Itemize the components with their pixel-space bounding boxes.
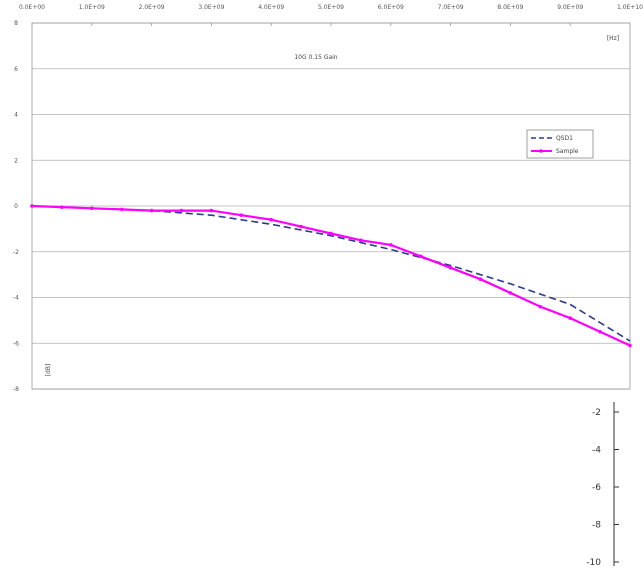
y-unit-label: [dB] [45,364,52,377]
series-point-sample [448,265,453,270]
x-tick-label: 4.0E+09 [258,4,284,11]
series-line-sample [31,204,631,347]
y-tick-label: -4 [13,295,19,302]
series-point-sample [538,304,543,309]
series-point-sample [478,277,483,282]
series-point-sample [60,205,64,209]
y-tick-label: -6 [13,340,19,347]
series-point-sample [30,204,34,208]
secondary-y-tick-label: -8 [592,521,601,531]
series-point-sample [119,207,124,212]
secondary-y-tick-label: -4 [592,446,601,456]
series-point-sample [239,213,244,217]
annotation-label: 10G 0.15 Gain [294,54,337,61]
series-point-sample [329,231,333,236]
series-point-sample [90,206,94,211]
legend: QSD1 Sample [526,129,594,159]
series-point-sample [598,330,602,334]
series-point-sample [628,343,632,348]
x-tick-label: 6.0E+09 [378,4,404,11]
secondary-y-tick-label: -10 [586,558,601,568]
series-point-sample [149,208,154,213]
series-point-sample [359,238,363,243]
x-tick-label: 2.0E+09 [139,4,165,11]
series-point-sample [568,316,572,320]
secondary-y-ticks: -2 -4 -6 -8 -10 [586,408,619,568]
x-tick-label: 5.0E+09 [318,4,344,11]
series-point-sample [389,243,393,247]
series-point-sample [508,291,513,295]
y-tick-label: 4 [14,112,18,119]
x-tick-label: 0.0E+00 [19,4,45,11]
x-tick-label: 8.0E+09 [497,4,523,11]
series-line-qsd1 [31,205,631,342]
series-lines [30,204,632,348]
legend-label-qsd1: QSD1 [556,135,573,142]
series-point-sample [299,224,303,229]
y-tick-labels: 8 6 4 2 0 -2 -4 -6 -8 [13,20,19,393]
x-tick-label: 1.0E+09 [79,4,105,11]
x-tick-label: 1.0E+10 [617,4,643,11]
grid-lines [32,22,630,390]
secondary-y-tick-label: -2 [592,408,601,418]
series-point-sample [209,208,214,213]
legend-box [526,129,594,159]
secondary-y-tick-label: -6 [592,483,601,493]
y-tick-label: 2 [14,157,18,164]
y-tick-label: 0 [14,203,18,210]
y-tick-label: 6 [14,66,18,73]
y-tick-label: -8 [13,386,19,393]
secondary-chart-partial: -2 -4 -6 -8 -10 [586,402,619,568]
y-tick-label: 8 [14,20,18,27]
series-point-sample [269,217,274,222]
x-tick-label: 3.0E+09 [198,4,224,11]
legend-label-sample: Sample [556,148,579,155]
x-tick-label: 7.0E+09 [438,4,464,11]
series-point-sample [179,208,184,213]
legend-marker-sample [539,149,543,153]
x-unit-label: [Hz] [607,35,619,42]
y-tick-label: -2 [13,249,19,256]
x-tick-label: 9.0E+09 [557,4,583,11]
series-point-sample [418,254,423,259]
